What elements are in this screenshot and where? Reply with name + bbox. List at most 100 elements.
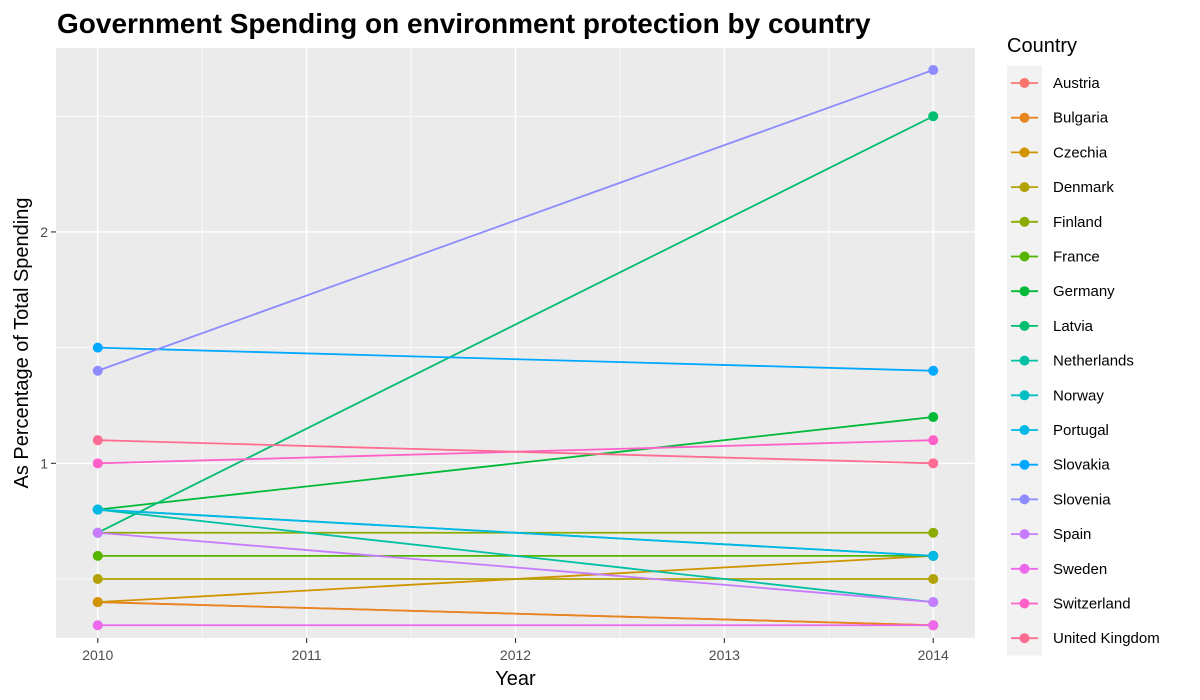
series-line-united-kingdom bbox=[97, 439, 934, 465]
legend-label: France bbox=[1053, 249, 1100, 266]
legend-item-netherlands: Netherlands bbox=[1011, 353, 1134, 370]
legend-label: Norway bbox=[1053, 387, 1104, 404]
data-point-denmark-2014 bbox=[928, 574, 939, 584]
legend-key-point bbox=[1019, 182, 1030, 193]
x-tick-label: 2012 bbox=[500, 647, 531, 663]
legend-key-point bbox=[1019, 529, 1030, 540]
legend-item-norway: Norway bbox=[1011, 387, 1104, 404]
data-point-slovenia-2010 bbox=[92, 365, 103, 376]
series-slovenia bbox=[92, 64, 939, 376]
y-tick-label: 2 bbox=[40, 224, 48, 240]
legend-key-point bbox=[1019, 286, 1030, 297]
legend-key-point bbox=[1019, 633, 1030, 644]
data-point-portugal-2014 bbox=[928, 550, 939, 561]
legend-item-austria: Austria bbox=[1011, 75, 1100, 92]
data-point-finland-2014 bbox=[928, 527, 939, 538]
legend-label: Finland bbox=[1053, 214, 1102, 231]
legend-label: Switzerland bbox=[1053, 596, 1131, 613]
legend-label: Austria bbox=[1053, 75, 1100, 92]
axes: 2010 2011 2012 2013 2014 1 2 bbox=[40, 224, 949, 663]
legend-label: Latvia bbox=[1053, 318, 1094, 335]
series-spain bbox=[92, 527, 939, 608]
legend-label: United Kingdom bbox=[1053, 630, 1160, 647]
x-tick-label: 2011 bbox=[292, 647, 322, 663]
legend-label: Denmark bbox=[1053, 179, 1114, 196]
legend-label: Czechia bbox=[1053, 144, 1108, 161]
legend-label: Germany bbox=[1053, 283, 1115, 300]
series-united-kingdom bbox=[92, 435, 939, 469]
legend-title: Country bbox=[1007, 35, 1077, 57]
legend-item-bulgaria: Bulgaria bbox=[1011, 110, 1109, 127]
series-line-slovakia bbox=[97, 346, 934, 372]
legend-key-point bbox=[1019, 320, 1030, 331]
legend-key-point bbox=[1019, 78, 1030, 88]
legend-label: Sweden bbox=[1053, 561, 1107, 578]
legend-item-czechia: Czechia bbox=[1011, 144, 1108, 161]
data-point-united-kingdom-2010 bbox=[92, 435, 103, 446]
legend-label: Bulgaria bbox=[1053, 110, 1109, 127]
legend-key-point bbox=[1019, 390, 1030, 401]
data-point-germany-2014 bbox=[928, 412, 939, 423]
legend-key-point bbox=[1019, 216, 1030, 227]
legend-key-point bbox=[1019, 563, 1030, 574]
legend-key-point bbox=[1019, 112, 1030, 123]
x-tick-label: 2014 bbox=[918, 647, 949, 663]
series-denmark bbox=[92, 574, 939, 584]
legend-item-latvia: Latvia bbox=[1011, 318, 1094, 335]
legend-key-point bbox=[1019, 355, 1030, 366]
legend-item-portugal: Portugal bbox=[1011, 422, 1109, 439]
grid-lines bbox=[56, 48, 975, 638]
data-point-portugal-2010 bbox=[92, 504, 103, 515]
legend-item-france: France bbox=[1011, 249, 1100, 266]
legend-key-point bbox=[1019, 251, 1030, 262]
legend-item-slovakia: Slovakia bbox=[1011, 457, 1110, 474]
legend-key-point bbox=[1019, 425, 1030, 435]
data-point-slovakia-2010 bbox=[92, 342, 103, 353]
data-point-sweden-2014 bbox=[928, 620, 939, 631]
y-tick-label: 1 bbox=[40, 455, 48, 471]
series-sweden bbox=[92, 620, 939, 631]
data-point-united-kingdom-2014 bbox=[928, 458, 939, 469]
data-point-slovakia-2014 bbox=[928, 365, 939, 376]
x-axis-title: Year bbox=[495, 668, 536, 690]
y-axis-title: As Percentage of Total Spending bbox=[11, 198, 33, 489]
x-tick-label: 2010 bbox=[82, 647, 113, 663]
x-tick-label: 2013 bbox=[709, 647, 740, 663]
legend-item-slovenia: Slovenia bbox=[1011, 491, 1111, 508]
series-line-latvia bbox=[97, 115, 934, 534]
legend-key-point bbox=[1019, 147, 1030, 158]
legend-item-united-kingdom: United Kingdom bbox=[1011, 630, 1160, 647]
legend-key-point bbox=[1019, 598, 1030, 609]
legend-item-denmark: Denmark bbox=[1011, 179, 1114, 196]
series-slovakia bbox=[92, 342, 939, 376]
chart-title: Government Spending on environment prote… bbox=[57, 8, 871, 39]
data-point-france-2010 bbox=[92, 550, 103, 561]
series-line-spain bbox=[97, 531, 934, 604]
legend-label: Slovakia bbox=[1053, 457, 1110, 474]
data-point-spain-2014 bbox=[928, 597, 939, 608]
legend-label: Slovenia bbox=[1053, 491, 1111, 508]
legend-key-point bbox=[1019, 459, 1030, 470]
data-point-czechia-2010 bbox=[92, 597, 103, 608]
legend-item-spain: Spain bbox=[1011, 526, 1091, 543]
series-lines bbox=[92, 64, 939, 631]
data-point-denmark-2010 bbox=[92, 574, 103, 584]
series-line-slovenia bbox=[97, 69, 934, 372]
legend-item-sweden: Sweden bbox=[1011, 561, 1107, 578]
series-portugal bbox=[92, 504, 939, 561]
legend-label: Spain bbox=[1053, 526, 1091, 543]
data-point-slovenia-2014 bbox=[928, 64, 939, 75]
data-point-sweden-2010 bbox=[92, 620, 103, 631]
legend-item-switzerland: Switzerland bbox=[1011, 596, 1131, 613]
series-line-netherlands bbox=[97, 508, 934, 604]
data-point-switzerland-2010 bbox=[92, 458, 103, 469]
legend-label: Portugal bbox=[1053, 422, 1109, 439]
legend-item-germany: Germany bbox=[1011, 283, 1115, 300]
series-line-germany bbox=[97, 416, 934, 511]
data-point-spain-2010 bbox=[92, 527, 103, 538]
legend: Country Austria Bulgaria Czechia Denmark Fin… bbox=[1007, 35, 1160, 656]
series-line-portugal bbox=[97, 508, 934, 557]
series-line-bulgaria bbox=[97, 601, 934, 627]
legend-key-point bbox=[1019, 494, 1030, 505]
